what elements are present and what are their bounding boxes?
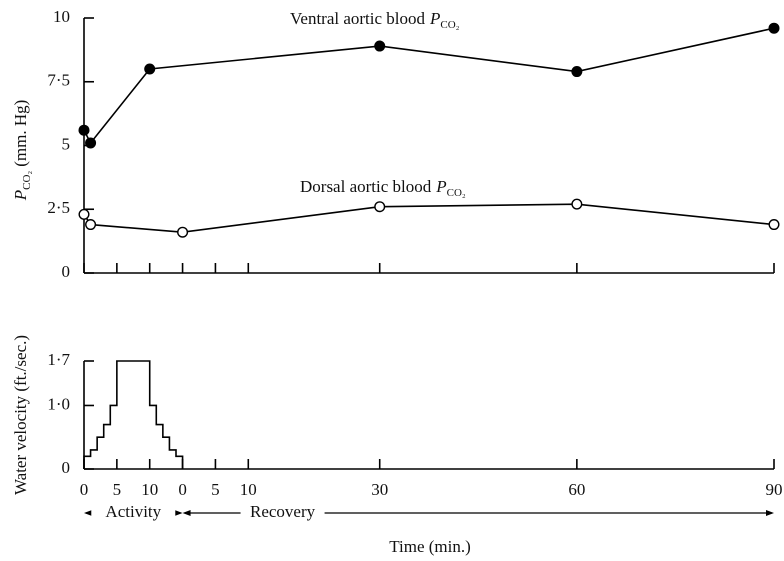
series-label: Dorsal aortic blood PCO₂ [300,177,466,199]
x-tick-label: 10 [240,480,257,499]
series-subscript: CO₂ [447,187,466,199]
period-label: Recovery [250,502,316,521]
y-tick-label: 10 [53,7,70,26]
data-point [144,63,156,75]
x-tick-label: 30 [371,480,388,499]
data-point [85,219,97,231]
step-outline [83,360,184,469]
series-name: Dorsal aortic blood [300,177,432,196]
data-point [374,201,386,213]
y-tick-label: 1·0 [47,394,70,413]
y-tick-label: 0 [62,458,71,477]
y-tick-label: 0 [62,262,71,281]
data-point [768,22,780,34]
x-axis-label: Time (min.) [389,537,471,556]
step-bar [117,361,150,469]
data-point [571,66,583,78]
x-tick-label: 10 [141,480,158,499]
step-bar [163,437,170,469]
y-label-subscript: CO₂ [21,171,33,190]
data-point [78,124,90,136]
x-tick-label: 90 [766,480,783,499]
period-label-bg [91,503,176,523]
step-bar [176,456,183,469]
step-bar [150,405,157,469]
step-bar [97,437,104,469]
step-bar [84,456,91,469]
series-line [83,203,775,234]
x-tick-label: 0 [178,480,187,499]
x-tick-label: 5 [113,480,122,499]
step-bar [91,450,98,469]
step-bar [104,425,111,469]
series-line [83,27,775,145]
step-bar [156,425,163,469]
y-label-unit: (mm. Hg) [11,100,30,167]
data-point [177,226,189,238]
data-point [85,137,97,149]
period-label: Activity [105,502,161,521]
y-tick-label: 5 [62,134,71,153]
series-subscript: CO₂ [440,19,459,31]
y-tick-label: 2·5 [47,198,70,217]
step-bar [169,450,176,469]
series-symbol: P [429,9,440,28]
series-label: Ventral aortic blood PCO₂ [290,9,460,31]
step-bar [110,405,117,469]
data-point [571,198,583,210]
series-symbol: P [435,177,446,196]
x-tick-label: 0 [80,480,89,499]
y-label-symbol: P [11,190,30,201]
x-tick-label: 60 [568,480,585,499]
y-tick-label: 1·7 [47,350,70,369]
y-tick-label: 7·5 [47,71,70,90]
y-axis-label: Water velocity (ft./sec.) [11,335,30,495]
period-label-bg [240,503,325,523]
data-point [374,40,386,52]
y-axis-label: PCO₂ (mm. Hg) [11,100,33,202]
data-point [768,219,780,231]
x-tick-label: 5 [211,480,220,499]
data-point [78,208,90,220]
series-name: Ventral aortic blood [290,9,426,28]
